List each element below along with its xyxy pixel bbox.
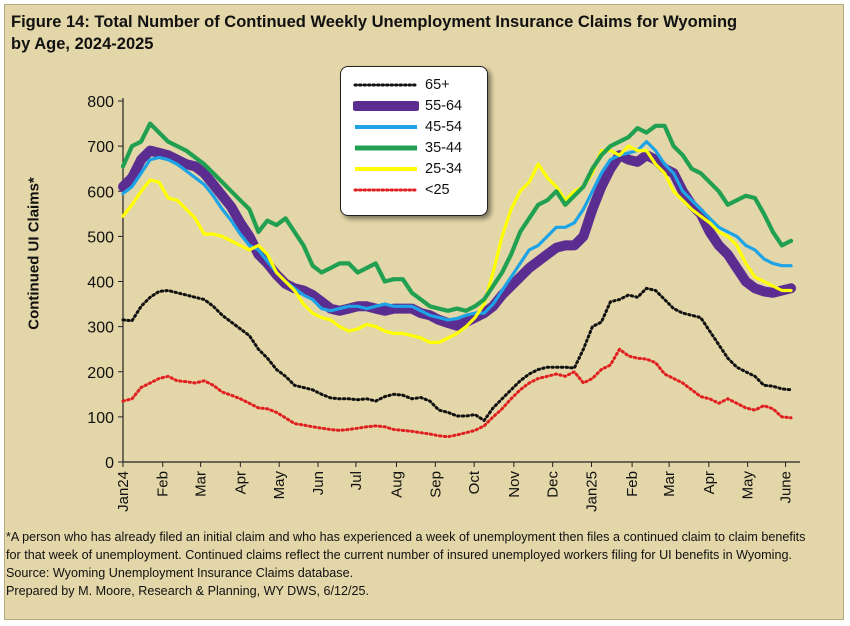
x-tick-label: Jul (348, 471, 365, 490)
y-tick-label: 400 (87, 275, 114, 292)
legend-label-55-64: 55-64 (425, 98, 463, 114)
title-line-1: Figure 14: Total Number of Continued Wee… (11, 13, 738, 31)
x-tick-label: May (271, 471, 288, 500)
legend-swatch-45-54 (355, 125, 417, 129)
x-tick-label: Sep (427, 471, 444, 498)
series-25-34 (121, 144, 793, 344)
legend-swatch-25-34 (355, 167, 417, 171)
source-note: Source: Wyoming Unemployment Insurance C… (6, 566, 354, 580)
legend-swatch-under25 (353, 188, 419, 192)
x-tick-label: May (740, 471, 757, 500)
legend-swatch-55-64 (353, 101, 419, 111)
footnote: *A person who has already filed an initi… (6, 528, 836, 600)
y-tick-label: 700 (87, 139, 114, 156)
x-tick-label: Jan25 (583, 471, 600, 512)
legend-label-35-44: 35-44 (425, 140, 463, 156)
x-tick-label: June (778, 471, 795, 504)
legend-item-under25: <25 (341, 180, 487, 200)
footnote-line-1: *A person who has already filed an initi… (6, 530, 806, 544)
title-line-2: by Age, 2024-2025 (11, 35, 154, 53)
x-tick-label: Apr (232, 471, 249, 494)
legend-item-35-44: 35-44 (341, 138, 487, 158)
legend-label-45-54: 45-54 (425, 119, 463, 135)
x-tick-label: Mar (661, 471, 678, 497)
y-tick-label: 600 (87, 184, 114, 201)
prepared-note: Prepared by M. Moore, Research & Plannin… (6, 584, 370, 598)
x-tick-label: Feb (624, 471, 641, 497)
y-tick-label: 500 (87, 229, 114, 246)
x-tick-label: Aug (389, 471, 406, 498)
legend-item-65plus: 65+ (341, 75, 487, 95)
legend-label-under25: <25 (425, 182, 450, 198)
x-tick-label: Feb (155, 471, 172, 497)
series-35-44 (120, 121, 794, 313)
series-45-54 (121, 140, 793, 322)
y-tick-label: 100 (87, 410, 114, 427)
legend-item-25-34: 25-34 (341, 159, 487, 179)
x-tick-label: Dec (545, 471, 562, 498)
legend-swatch-35-44 (355, 145, 417, 151)
series-under25 (121, 347, 793, 439)
legend-label-65plus: 65+ (425, 77, 450, 93)
chart-title: Figure 14: Total Number of Continued Wee… (11, 11, 831, 55)
x-tick-label: Apr (701, 471, 718, 494)
footnote-line-2: for that week of unemployment. Continued… (6, 548, 792, 562)
x-tick-label: Oct (466, 470, 483, 494)
legend-swatch-65plus (353, 83, 419, 87)
legend-label-25-34: 25-34 (425, 161, 463, 177)
y-tick-label: 800 (87, 94, 114, 111)
x-tick-label: Nov (506, 471, 523, 498)
y-tick-label: 200 (87, 365, 114, 382)
x-tick-label: Jan24 (115, 471, 132, 512)
series-65plus (121, 286, 793, 422)
x-tick-label: Mar (193, 471, 210, 497)
x-tick-label: Jun (310, 471, 327, 495)
legend-item-55-64: 55-64 (341, 96, 487, 116)
y-tick-label: 0 (105, 455, 114, 472)
legend-item-45-54: 45-54 (341, 117, 487, 137)
y-tick-label: 300 (87, 320, 114, 337)
legend: 65+ 55-64 45-54 35-44 25-34 <25 (340, 66, 488, 216)
